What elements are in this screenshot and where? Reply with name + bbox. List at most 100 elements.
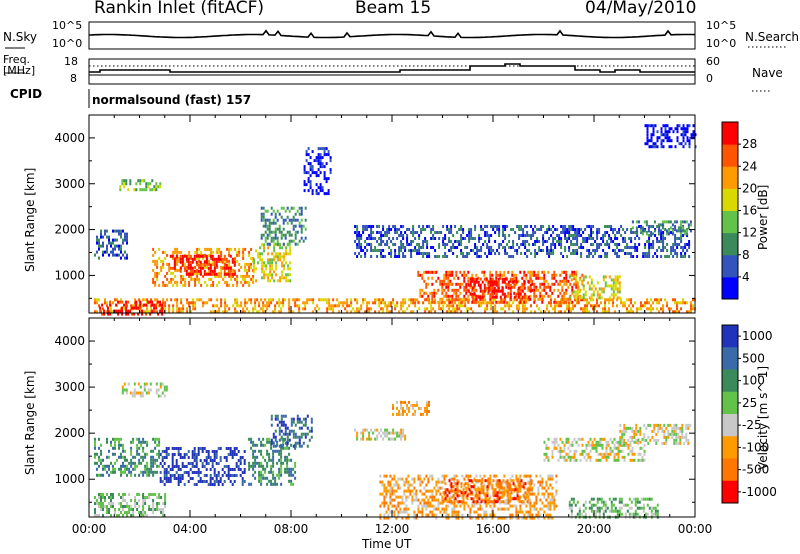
data-cell	[475, 294, 478, 298]
data-cell	[175, 471, 178, 474]
data-cell	[400, 246, 403, 249]
data-cell	[551, 273, 554, 277]
data-cell	[248, 280, 251, 284]
data-cell	[329, 159, 332, 163]
data-cell	[478, 234, 481, 237]
data-cell	[535, 507, 538, 511]
data-cell	[666, 255, 669, 258]
data-cell	[570, 228, 573, 231]
data-cell	[248, 265, 251, 269]
data-cell	[106, 244, 108, 248]
data-cell	[552, 225, 555, 228]
data-region	[94, 437, 161, 477]
data-cell	[665, 232, 668, 236]
data-cell	[142, 437, 145, 441]
data-cell	[500, 298, 503, 302]
data-cell	[626, 307, 628, 311]
data-cell	[350, 298, 353, 302]
data-cell	[171, 465, 174, 468]
data-cell	[118, 508, 120, 511]
data-cell	[235, 453, 238, 456]
data-cell	[112, 496, 114, 499]
data-cell	[445, 510, 448, 514]
data-cell	[411, 495, 414, 499]
data-cell	[549, 498, 552, 502]
data-cell	[112, 505, 114, 508]
data-cell	[114, 253, 116, 257]
data-cell	[147, 391, 150, 395]
data-cell	[225, 465, 228, 468]
data-cell	[441, 288, 444, 292]
data-cell	[218, 307, 221, 311]
data-cell	[557, 288, 560, 292]
data-cell	[425, 474, 428, 478]
data-cell	[248, 274, 251, 278]
data-cell	[193, 269, 196, 273]
data-cell	[228, 283, 231, 287]
data-cell	[430, 304, 433, 308]
data-cell	[179, 269, 182, 273]
data-cell	[417, 300, 420, 304]
data-cell	[232, 268, 235, 272]
data-cell	[588, 275, 591, 279]
data-cell	[419, 288, 422, 292]
data-cell	[325, 147, 328, 151]
data-cell	[323, 177, 326, 181]
data-cell	[524, 304, 526, 308]
data-cell	[425, 291, 428, 295]
data-cell	[501, 480, 504, 484]
data-cell	[195, 471, 198, 474]
data-cell	[503, 295, 506, 299]
data-cell	[136, 502, 139, 505]
data-cell	[201, 254, 204, 258]
data-cell	[496, 249, 499, 252]
data-cell	[490, 304, 493, 308]
data-cell	[576, 237, 579, 240]
data-cell	[281, 255, 284, 259]
data-cell	[220, 250, 223, 254]
data-cell	[492, 479, 495, 483]
data-cell	[283, 258, 286, 262]
data-cell	[474, 246, 477, 249]
data-cell	[614, 281, 617, 285]
data-cell	[433, 291, 436, 295]
data-cell	[252, 449, 255, 453]
data-cell	[395, 495, 398, 499]
data-cell	[579, 276, 582, 280]
data-cell	[248, 253, 251, 257]
data-cell	[590, 304, 592, 308]
data-cell	[421, 276, 424, 280]
data-cell	[602, 275, 605, 279]
data-cell	[162, 265, 165, 269]
data-cell	[635, 232, 638, 236]
data-cell	[580, 307, 582, 311]
data-cell	[141, 309, 144, 313]
data-cell	[529, 501, 532, 505]
data-cell	[174, 298, 177, 302]
data-cell	[543, 279, 546, 283]
data-cell	[480, 301, 483, 305]
data-cell	[163, 462, 166, 465]
data-cell	[286, 443, 289, 447]
data-cell	[616, 287, 619, 291]
date-label: 04/May/2010	[585, 0, 697, 18]
data-cell	[191, 465, 194, 468]
data-cell	[238, 262, 241, 266]
data-cell	[494, 252, 497, 255]
data-cell	[397, 510, 400, 514]
data-cell	[405, 495, 408, 499]
data-cell	[288, 301, 291, 305]
data-cell	[561, 288, 564, 292]
data-cell	[234, 277, 237, 281]
data-cell	[282, 301, 285, 305]
data-cell	[402, 237, 405, 240]
data-cell	[126, 514, 128, 517]
data-cell	[648, 234, 651, 237]
data-cell	[136, 443, 139, 447]
data-cell	[128, 467, 131, 471]
data-cell	[185, 254, 188, 258]
data-cell	[173, 465, 176, 468]
data-cell	[271, 252, 274, 256]
data-cell	[370, 228, 373, 231]
data-cell	[470, 249, 473, 252]
